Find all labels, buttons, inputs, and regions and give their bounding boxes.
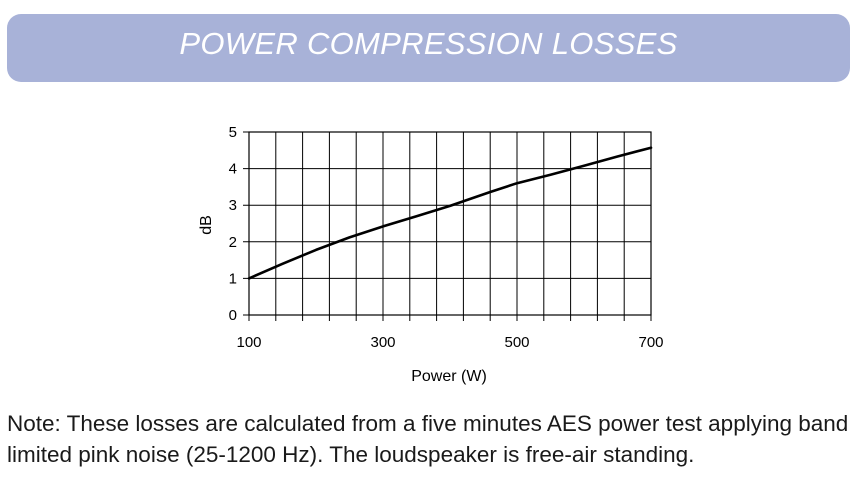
x-axis-title: Power (W) bbox=[411, 368, 487, 385]
x-tick-label: 100 bbox=[236, 334, 261, 351]
x-tick-label: 700 bbox=[638, 334, 663, 351]
compression-chart: 0 1 2 3 4 5 100 300 500 700 Power (W) dB bbox=[198, 124, 664, 385]
x-tick-labels: 100 300 500 700 bbox=[236, 334, 663, 351]
chart-series bbox=[247, 146, 653, 280]
plot-border bbox=[248, 131, 652, 316]
x-tick-label: 500 bbox=[504, 334, 529, 351]
y-tick-label: 3 bbox=[229, 197, 237, 214]
note-text: Note: These losses are calculated from a… bbox=[7, 411, 849, 467]
chart-grid bbox=[243, 131, 652, 321]
y-tick-label: 2 bbox=[229, 234, 237, 251]
y-tick-label: 4 bbox=[229, 161, 237, 178]
y-tick-label: 1 bbox=[229, 270, 237, 287]
chart-frame bbox=[248, 131, 652, 316]
title-banner: POWER COMPRESSION LOSSES bbox=[7, 14, 850, 82]
y-axis-title: dB bbox=[198, 215, 215, 235]
page-title: POWER COMPRESSION LOSSES bbox=[179, 26, 678, 61]
y-tick-label: 5 bbox=[229, 124, 237, 141]
series-line bbox=[247, 146, 653, 280]
x-tick-label: 300 bbox=[370, 334, 395, 351]
y-tick-labels: 0 1 2 3 4 5 bbox=[229, 124, 237, 324]
y-tick-label: 0 bbox=[229, 307, 237, 324]
